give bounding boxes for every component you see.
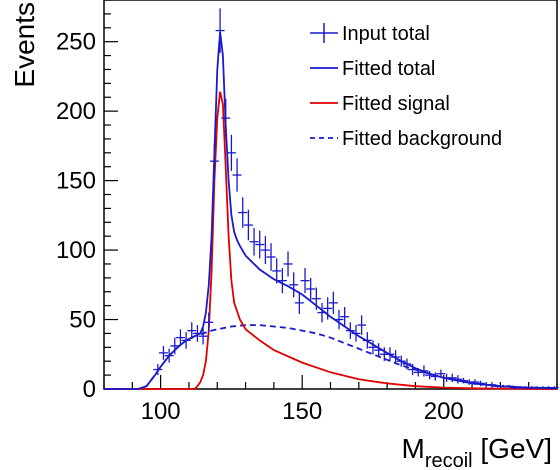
data-point xyxy=(374,343,384,358)
data-point xyxy=(436,369,446,378)
data-point xyxy=(158,345,168,360)
data-point xyxy=(243,209,253,241)
data-point xyxy=(249,227,259,256)
x-tick-label: 100 xyxy=(141,398,181,425)
data-point xyxy=(419,365,429,377)
x-axis-title-sub: recoil xyxy=(425,450,473,470)
data-point xyxy=(504,384,514,388)
legend-item-fitted-total: Fitted total xyxy=(310,58,435,80)
data-point xyxy=(226,134,236,171)
data-point xyxy=(459,377,469,384)
data-point xyxy=(362,332,372,349)
legend-item-input-total: Input total xyxy=(310,23,430,45)
data-point xyxy=(181,332,191,349)
data-point xyxy=(402,358,412,370)
data-point xyxy=(368,340,378,355)
data-point xyxy=(408,363,418,376)
data-point xyxy=(204,312,214,333)
data-point xyxy=(345,322,355,339)
x-tick-label: 200 xyxy=(424,398,464,425)
data-point xyxy=(470,379,480,385)
data-point xyxy=(413,368,423,377)
data-point xyxy=(357,315,367,335)
y-tick-label: 150 xyxy=(56,168,96,195)
data-point xyxy=(272,258,282,284)
data-point xyxy=(549,386,559,389)
data-point xyxy=(198,327,208,345)
data-point xyxy=(306,277,316,301)
data-point xyxy=(311,287,321,310)
data-point xyxy=(487,382,497,388)
data-point xyxy=(187,322,197,339)
series-fitted-total-line xyxy=(104,31,558,390)
data-point xyxy=(334,309,344,330)
series-input-total xyxy=(153,8,559,389)
data-point xyxy=(340,307,350,327)
legend-label: Fitted signal xyxy=(342,93,450,115)
data-point xyxy=(294,291,304,314)
data-point xyxy=(430,372,440,381)
data-point xyxy=(425,370,435,380)
data-point xyxy=(453,375,463,384)
x-axis-title-main: M xyxy=(402,433,425,464)
data-point xyxy=(283,251,293,277)
data-point xyxy=(447,373,457,383)
data-point xyxy=(385,347,395,362)
legend-label: Fitted background xyxy=(342,128,502,150)
y-tick-label: 250 xyxy=(56,29,96,56)
series-fitted-background-line xyxy=(104,324,558,390)
data-point xyxy=(255,230,265,259)
data-point xyxy=(476,380,486,387)
legend-label: Fitted total xyxy=(342,58,435,80)
data-point xyxy=(289,272,299,298)
data-point xyxy=(317,302,327,323)
series-fitted-signal-line xyxy=(104,91,558,390)
y-tick-label: 0 xyxy=(83,376,96,403)
x-tick-label: 150 xyxy=(282,398,322,425)
data-point xyxy=(175,329,185,346)
x-axis-title-unit: [GeV] xyxy=(473,433,552,464)
data-point xyxy=(238,197,248,228)
data-point xyxy=(260,236,270,264)
y-tick-label: 50 xyxy=(69,307,96,334)
data-point xyxy=(215,8,225,53)
data-point xyxy=(396,355,406,367)
data-point xyxy=(351,325,361,342)
data-point xyxy=(221,98,231,138)
x-axis-ticks: 100 150 200 xyxy=(103,375,558,425)
data-point xyxy=(232,158,242,192)
data-point xyxy=(192,325,202,342)
legend-label: Input total xyxy=(342,23,430,45)
data-point xyxy=(170,337,180,355)
y-tick-label: 100 xyxy=(56,237,96,264)
legend-item-fitted-background: Fitted background xyxy=(310,128,502,150)
data-point xyxy=(391,350,401,364)
data-point xyxy=(328,291,338,314)
y-axis-title: Events xyxy=(9,2,40,88)
data-point xyxy=(153,363,163,376)
legend: Input total Fitted total Fitted signal Fitt… xyxy=(310,23,502,150)
y-tick-label: 200 xyxy=(56,98,96,125)
y-axis-ticks: 0 50 100 150 200 250 xyxy=(56,0,118,403)
data-point xyxy=(209,143,219,180)
series-layer xyxy=(104,8,559,390)
data-point xyxy=(164,348,174,363)
plot-frame xyxy=(103,0,558,390)
data-point xyxy=(300,268,310,294)
x-axis-title: Mrecoil [GeV] xyxy=(402,433,553,470)
legend-item-fitted-signal: Fitted signal xyxy=(310,93,450,115)
data-point xyxy=(266,243,276,271)
data-point xyxy=(323,297,333,320)
data-point xyxy=(277,268,287,294)
